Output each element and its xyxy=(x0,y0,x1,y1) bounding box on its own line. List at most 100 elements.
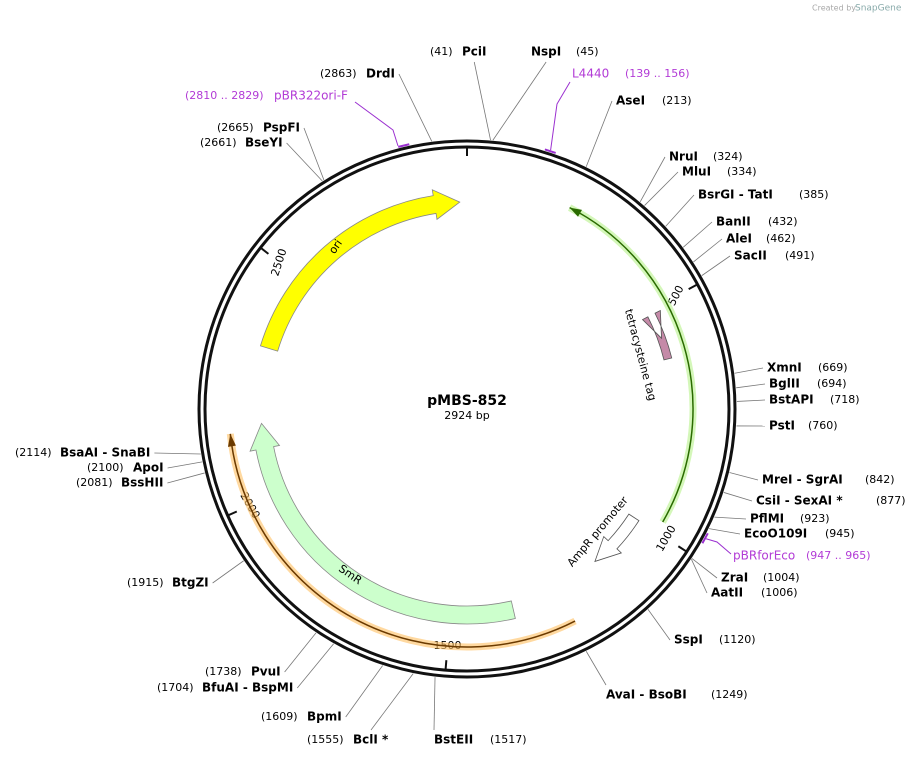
primer-leader xyxy=(354,101,399,147)
site-position: (432) xyxy=(768,215,798,228)
smr-arrow xyxy=(249,422,516,625)
feature-label: tetracysteine tag xyxy=(622,308,659,403)
site-position: (1704) xyxy=(157,681,194,694)
site-name: BclI * xyxy=(353,733,389,747)
site-name: BsaAI - SnaBI xyxy=(60,446,150,460)
site-leader xyxy=(473,61,491,141)
site-position: (1915) xyxy=(127,576,164,589)
site-leader xyxy=(693,238,723,263)
site-name: NspI xyxy=(531,45,561,59)
orange-feature-head xyxy=(227,433,236,447)
site-name: AleI xyxy=(726,232,752,246)
site-name: NruI xyxy=(669,150,698,164)
site-name: BsrGI - TatI xyxy=(698,188,773,202)
site-position: (1555) xyxy=(307,733,344,746)
site-name: DrdI xyxy=(366,67,395,81)
site-leader xyxy=(691,559,708,594)
plasmid-length: 2924 bp xyxy=(444,409,489,422)
site-name: MreI - SgrAI xyxy=(762,473,843,487)
primer-bar xyxy=(397,143,410,148)
scale-tick xyxy=(688,283,698,291)
site-name: BanII xyxy=(716,215,751,229)
scale-label: 1000 xyxy=(654,523,679,554)
site-position: (2863) xyxy=(320,67,357,80)
site-name: AvaI - BsoBI xyxy=(606,688,687,702)
site-position: (462) xyxy=(766,232,796,245)
site-name: PstI xyxy=(769,419,795,433)
primer-leader xyxy=(550,81,571,151)
site-name: PspFI xyxy=(263,121,300,135)
orange-feature xyxy=(229,433,576,648)
scale-tick xyxy=(259,246,270,255)
site-position: (1004) xyxy=(763,571,800,584)
site-leader xyxy=(691,558,718,579)
site-leader xyxy=(398,73,433,142)
orange-feature-glow xyxy=(226,433,577,651)
site-position: (1120) xyxy=(719,633,756,646)
site-leader xyxy=(212,560,244,584)
primer-bar xyxy=(701,532,709,544)
site-position: (842) xyxy=(865,473,895,486)
site-leader xyxy=(154,452,201,455)
site-leader xyxy=(585,100,613,167)
site-position: (213) xyxy=(662,94,692,107)
site-name: BstEII xyxy=(434,733,473,747)
site-position: (1609) xyxy=(261,710,298,723)
site-leader xyxy=(682,221,713,248)
ampr-promoter-arrow xyxy=(594,513,640,563)
site-leader xyxy=(433,677,436,731)
site-position: (385) xyxy=(799,188,829,201)
site-name: PvuI xyxy=(251,665,281,679)
site-position: (1738) xyxy=(205,665,242,678)
credit-text: Created by xyxy=(812,4,856,13)
site-position: (694) xyxy=(817,377,847,390)
site-position: (718) xyxy=(830,393,860,406)
plasmid-name: pMBS-852 xyxy=(427,393,507,409)
credit-brand: SnapGene xyxy=(855,4,902,14)
site-position: (2081) xyxy=(76,476,113,489)
site-leader xyxy=(647,609,671,641)
site-leader xyxy=(665,194,695,227)
site-leader xyxy=(345,665,383,718)
site-name: ApoI xyxy=(133,461,164,475)
primer-bar xyxy=(544,148,556,154)
primer-name: L4440 xyxy=(572,67,609,81)
site-position: (1517) xyxy=(490,733,527,746)
site-name: EcoO109I xyxy=(744,527,807,541)
site-position: (491) xyxy=(785,249,815,262)
site-position: (41) xyxy=(430,45,453,58)
site-leader xyxy=(729,472,759,481)
primer-name: pBR322ori-F xyxy=(274,89,348,103)
site-name: MluI xyxy=(682,165,711,179)
site-leader xyxy=(167,472,205,484)
site-name: ZraI xyxy=(721,571,748,585)
site-name: BtgZI xyxy=(172,576,209,590)
site-position: (2661) xyxy=(200,136,237,149)
primer-range: (139 .. 156) xyxy=(625,67,690,80)
site-position: (45) xyxy=(576,45,599,58)
site-leader xyxy=(734,367,764,374)
site-leader xyxy=(736,383,766,389)
site-name: BstAPI xyxy=(769,393,814,407)
site-leader xyxy=(639,156,666,203)
site-leader xyxy=(284,632,317,673)
site-leader xyxy=(736,399,766,402)
site-leader xyxy=(723,492,753,502)
site-name: AseI xyxy=(616,94,645,108)
primer-name: pBRforEco xyxy=(733,549,795,563)
site-leader xyxy=(286,142,323,182)
tetracysteine-feature xyxy=(569,206,694,523)
primer-range: (2810 .. 2829) xyxy=(185,89,264,102)
site-leader xyxy=(644,171,679,206)
site-name: BseYI xyxy=(245,136,283,150)
site-position: (1249) xyxy=(711,688,748,701)
site-leader xyxy=(701,255,731,276)
site-position: (923) xyxy=(800,512,830,525)
scale-label: 2500 xyxy=(268,247,289,278)
site-name: SspI xyxy=(674,633,703,647)
site-position: (334) xyxy=(727,165,757,178)
site-name: CsiI - SexAI * xyxy=(756,494,843,508)
tetracysteine-feature-head xyxy=(569,207,582,217)
site-position: (760) xyxy=(808,419,838,432)
